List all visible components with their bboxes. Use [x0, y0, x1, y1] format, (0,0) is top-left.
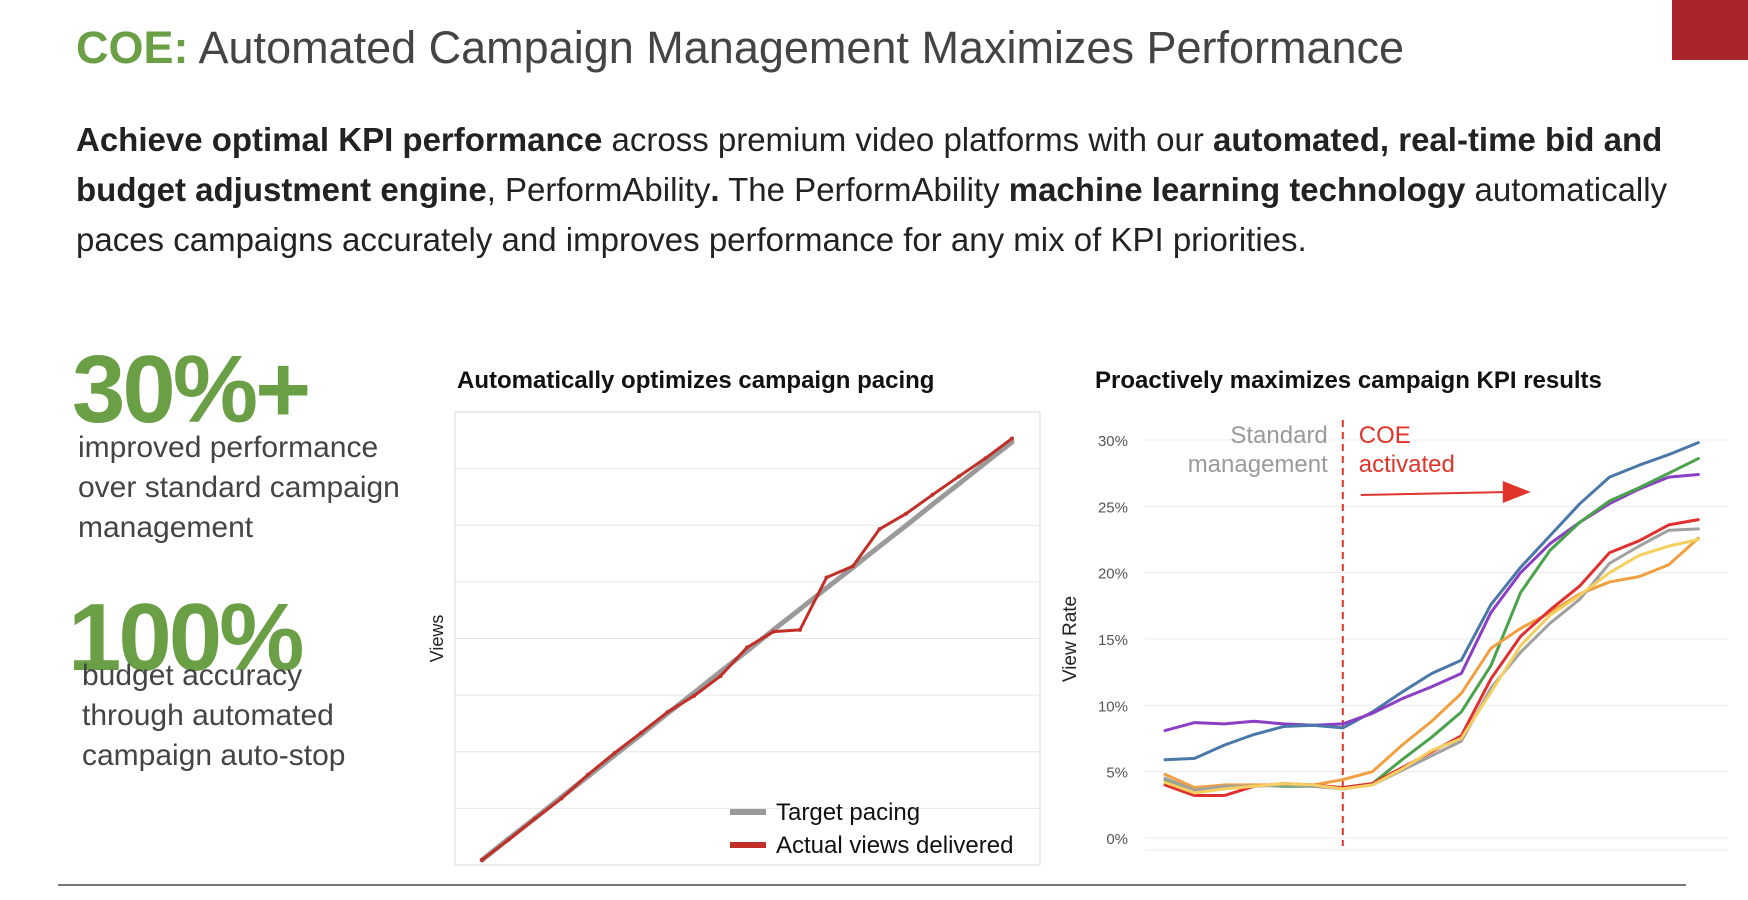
y-tick-label: 5% — [1106, 765, 1128, 782]
y-tick-label: 10% — [1098, 698, 1128, 715]
page-title: COE: Automated Campaign Management Maxim… — [76, 22, 1404, 74]
activation-arrow-shaft — [1360, 491, 1508, 496]
data-point — [480, 858, 484, 862]
activation-arrow-head — [1502, 481, 1531, 503]
title-text: Automated Campaign Management Maximizes … — [188, 22, 1405, 73]
data-point — [639, 730, 643, 735]
data-point — [956, 481, 962, 487]
y-axis-label: View Rate — [1060, 596, 1081, 682]
data-point — [718, 674, 723, 679]
y-axis-label: Views — [427, 615, 447, 663]
kpi-chart-title: Proactively maximizes campaign KPI resul… — [1095, 367, 1602, 394]
stat-budget-description: budget accuracy through automated campai… — [82, 656, 346, 776]
brand-corner-block — [1672, 0, 1748, 60]
coe-label: activated — [1359, 451, 1455, 478]
legend-label: Actual views delivered — [776, 832, 1013, 859]
data-point — [983, 456, 988, 461]
stat-performance-description: improved performance over standard campa… — [78, 428, 400, 548]
intro-run: The PerformAbility — [719, 171, 1009, 208]
pacing-chart-title: Automatically optimizes campaign pacing — [457, 367, 935, 394]
stat-performance-line: management — [78, 511, 254, 544]
intro-run: automated, real-time bid and budget adju… — [76, 121, 1663, 208]
legend-label: Target pacing — [776, 799, 920, 826]
y-tick-label: 0% — [1106, 831, 1128, 848]
series-line-1 — [1163, 441, 1700, 762]
series-line-3 — [1163, 457, 1700, 794]
data-point — [798, 627, 802, 632]
data-point — [877, 527, 882, 532]
data-point — [1010, 436, 1014, 441]
series-line-7 — [1163, 538, 1700, 795]
stat-budget-value: 100% — [68, 584, 305, 691]
data-point — [930, 501, 935, 507]
stat-performance-value: 30%+ — [72, 336, 311, 443]
data-point — [506, 837, 511, 842]
data-point — [903, 523, 909, 529]
data-point — [665, 710, 670, 715]
data-point — [692, 693, 696, 698]
standard-label: management — [1188, 451, 1328, 478]
intro-run: , PerformAbility — [486, 171, 711, 208]
stat-budget-line: through automated — [82, 699, 334, 732]
coe-label: COE — [1359, 422, 1411, 449]
data-point — [745, 645, 749, 650]
data-point — [797, 606, 803, 612]
intro-run: across premium video platforms with our — [602, 121, 1214, 158]
intro-run: machine learning technology — [1008, 171, 1466, 208]
intro-paragraph: Achieve optimal KPI performance across p… — [76, 115, 1676, 265]
data-point — [957, 474, 961, 479]
footer-divider — [58, 884, 1686, 886]
y-tick-label: 30% — [1098, 433, 1128, 450]
stat-performance-line: improved performance — [78, 431, 379, 464]
title-prefix: COE: — [76, 22, 189, 73]
series-line-2 — [1341, 472, 1700, 726]
data-point — [559, 796, 564, 801]
data-point — [824, 585, 829, 591]
intro-run: automatically paces campaigns accurately… — [76, 171, 1668, 258]
data-point — [930, 492, 935, 497]
stat-performance-line: over standard campaign — [78, 471, 400, 504]
standard-label: Standard — [1230, 422, 1327, 449]
data-point — [983, 460, 988, 466]
stat-budget-line: budget accuracy — [82, 659, 303, 692]
data-point — [533, 816, 537, 821]
data-point — [771, 629, 776, 634]
intro-run: Achieve optimal KPI performance — [76, 121, 603, 158]
data-point — [612, 751, 617, 756]
y-tick-label: 25% — [1098, 499, 1128, 516]
y-tick-label: 15% — [1098, 632, 1128, 649]
data-point — [904, 511, 908, 516]
data-point — [586, 772, 590, 777]
data-point — [851, 564, 855, 569]
y-tick-label: 20% — [1098, 566, 1128, 583]
data-point — [877, 543, 882, 549]
data-point — [824, 575, 829, 580]
intro-run: . — [710, 171, 720, 208]
stat-budget-line: campaign auto-stop — [82, 739, 346, 772]
